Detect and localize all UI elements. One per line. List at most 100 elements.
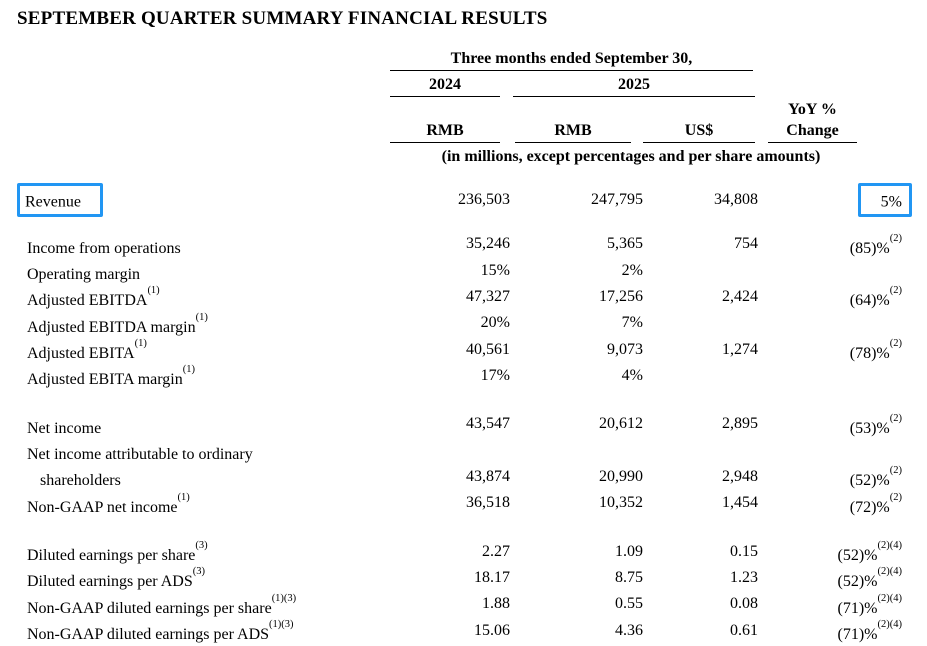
cell-usd: 0.61 xyxy=(730,621,758,639)
yoy-highlight-wrap: (71)%(2)(4) xyxy=(838,593,902,617)
label-highlight-wrap: shareholders xyxy=(40,472,121,489)
row-label-text: Non-GAAP diluted earnings per share xyxy=(27,599,272,617)
yoy-value: (72)% xyxy=(849,498,890,516)
row-label-text: Adjusted EBITA xyxy=(27,344,135,362)
row-label: Net income xyxy=(17,413,390,439)
cell-rmb-2024: 35,246 xyxy=(466,235,510,253)
yoy-highlight-wrap: 5% xyxy=(857,183,912,218)
row-label-text: Adjusted EBITDA xyxy=(27,292,148,310)
yoy-value: (53)% xyxy=(849,419,890,437)
yoy-highlight-wrap: (85)%(2) xyxy=(850,233,902,257)
cell-yoy-change: (78)%(2) xyxy=(758,338,912,365)
table-row: Net income attributable to ordinary xyxy=(17,440,912,466)
page-title: SEPTEMBER QUARTER SUMMARY FINANCIAL RESU… xyxy=(17,8,548,29)
row-label-text: Adjusted EBITDA margin xyxy=(27,318,196,336)
yoy-footnote-sup: (2) xyxy=(889,232,902,244)
currency-header-rmb-2025: RMB xyxy=(515,120,631,143)
row-label: Adjusted EBITA margin(1) xyxy=(17,364,390,391)
cell-usd: 2,424 xyxy=(722,287,758,305)
cell-rmb-2024: 15.06 xyxy=(474,621,510,639)
cell-usd xyxy=(643,440,758,466)
row-label: Operating margin xyxy=(17,260,390,286)
label-highlight-wrap: Income from operations xyxy=(27,240,181,257)
cell-rmb-2025: 10,352 xyxy=(599,494,643,512)
label-highlight-wrap: Adjusted EBITA(1) xyxy=(27,338,147,362)
cell-usd: 1,454 xyxy=(722,494,758,512)
cell-rmb-2024: 43,874 xyxy=(466,467,510,485)
label-highlight-wrap: Non-GAAP diluted earnings per share(1)(3… xyxy=(27,593,296,617)
row-label-text: shareholders xyxy=(40,472,121,490)
yoy-value: (52)% xyxy=(849,472,890,490)
cell-yoy-change xyxy=(758,440,912,466)
cell-rmb-2024: 2.27 xyxy=(482,542,510,560)
cell-usd: 1,274 xyxy=(722,340,758,358)
table-row: Diluted earnings per ADS(3) 18.17 8.75 1… xyxy=(17,566,912,593)
row-label: Adjusted EBITA(1) xyxy=(17,338,390,365)
currency-header-rmb-2024: RMB xyxy=(390,120,500,143)
yoy-footnote-sup: (2)(4) xyxy=(877,592,903,604)
cell-yoy-change: (53)%(2) xyxy=(758,413,912,439)
cell-rmb-2025: 247,795 xyxy=(591,191,643,209)
cell-rmb-2025: 4% xyxy=(621,366,643,384)
cell-yoy-change: (52)%(2)(4) xyxy=(758,540,912,567)
row-label: Income from operations xyxy=(17,233,390,259)
label-footnote-sup: (1) xyxy=(177,491,190,503)
cell-usd: 2,948 xyxy=(722,467,758,485)
row-label-text: Non-GAAP diluted earnings per ADS xyxy=(27,625,270,643)
label-highlight-wrap: Adjusted EBITDA margin(1) xyxy=(27,312,208,336)
cell-yoy-change: (52)%(2) xyxy=(758,465,912,492)
cell-yoy-change: 5% xyxy=(758,183,912,218)
cell-rmb-2024: 36,518 xyxy=(466,494,510,512)
row-label-text: Adjusted EBITA margin xyxy=(27,371,183,389)
label-highlight-wrap: Revenue xyxy=(17,183,103,218)
table-row: Operating margin 15% 2% xyxy=(17,260,912,286)
yoy-highlight-wrap: (52)%(2) xyxy=(849,465,902,490)
cell-rmb-2025: 20,612 xyxy=(599,415,643,433)
cell-rmb-2025: 0.55 xyxy=(615,595,643,613)
row-label: shareholders xyxy=(17,466,390,492)
cell-rmb-2025: 4.36 xyxy=(615,621,643,639)
row-label: Adjusted EBITDA(1) xyxy=(17,285,390,312)
cell-yoy-change: (72)%(2) xyxy=(758,492,912,518)
cell-rmb-2024: 40,561 xyxy=(466,340,510,358)
yoy-value: (52)% xyxy=(837,573,878,591)
table-row: Non-GAAP diluted earnings per share(1)(3… xyxy=(17,593,912,619)
cell-rmb-2024 xyxy=(390,440,510,466)
cell-yoy-change: (52)%(2)(4) xyxy=(758,566,912,593)
table-row: Diluted earnings per share(3) 2.27 1.09 … xyxy=(17,540,912,567)
units-note: (in millions, except percentages and per… xyxy=(441,148,821,165)
cell-usd: 754 xyxy=(734,235,758,253)
cell-usd xyxy=(643,312,758,338)
cell-rmb-2024: 18.17 xyxy=(474,568,510,586)
row-label: Adjusted EBITDA margin(1) xyxy=(17,312,390,338)
row-label: Non-GAAP diluted earnings per share(1)(3… xyxy=(17,593,390,619)
label-footnote-sup: (1)(3) xyxy=(271,592,297,604)
table-header-year-row: 2024 2025 xyxy=(17,74,912,97)
row-label-text: Diluted earnings per share xyxy=(27,546,196,564)
label-highlight-wrap: Adjusted EBITA margin(1) xyxy=(27,364,195,389)
financial-table: Three months ended September 30, 2024 20… xyxy=(17,48,912,646)
label-highlight-wrap: Net income attributable to ordinary xyxy=(27,446,253,463)
cell-rmb-2025: 7% xyxy=(621,314,643,332)
table-row: Adjusted EBITDA(1) 47,327 17,256 2,424 (… xyxy=(17,285,912,312)
yoy-footnote-sup: (2) xyxy=(889,285,902,297)
cell-rmb-2025: 20,990 xyxy=(599,467,643,485)
yoy-footnote-sup: (2)(4) xyxy=(877,566,903,578)
cell-rmb-2024: 15% xyxy=(480,261,510,279)
label-footnote-sup: (3) xyxy=(195,540,208,552)
row-label-text: Diluted earnings per ADS xyxy=(27,573,193,591)
table-row: Non-GAAP diluted earnings per ADS(1)(3) … xyxy=(17,619,912,646)
cell-usd xyxy=(643,365,758,391)
label-highlight-wrap: Non-GAAP diluted earnings per ADS(1)(3) xyxy=(27,619,294,643)
period-header: Three months ended September 30, xyxy=(390,48,753,71)
label-highlight-wrap: Non-GAAP net income(1) xyxy=(27,492,190,516)
cell-rmb-2025: 1.09 xyxy=(615,542,643,560)
row-label: Diluted earnings per ADS(3) xyxy=(17,566,390,593)
cell-rmb-2025: 8.75 xyxy=(615,568,643,586)
yoy-value: (71)% xyxy=(837,625,878,643)
yoy-footnote-sup: (2)(4) xyxy=(877,619,903,631)
yoy-highlight-wrap: (52)%(2)(4) xyxy=(838,540,902,564)
table-row: shareholders 43,874 20,990 2,948 (52)%(2… xyxy=(17,465,912,492)
label-footnote-sup: (1) xyxy=(134,338,147,350)
yoy-change-header: YoY % Change xyxy=(768,99,857,143)
